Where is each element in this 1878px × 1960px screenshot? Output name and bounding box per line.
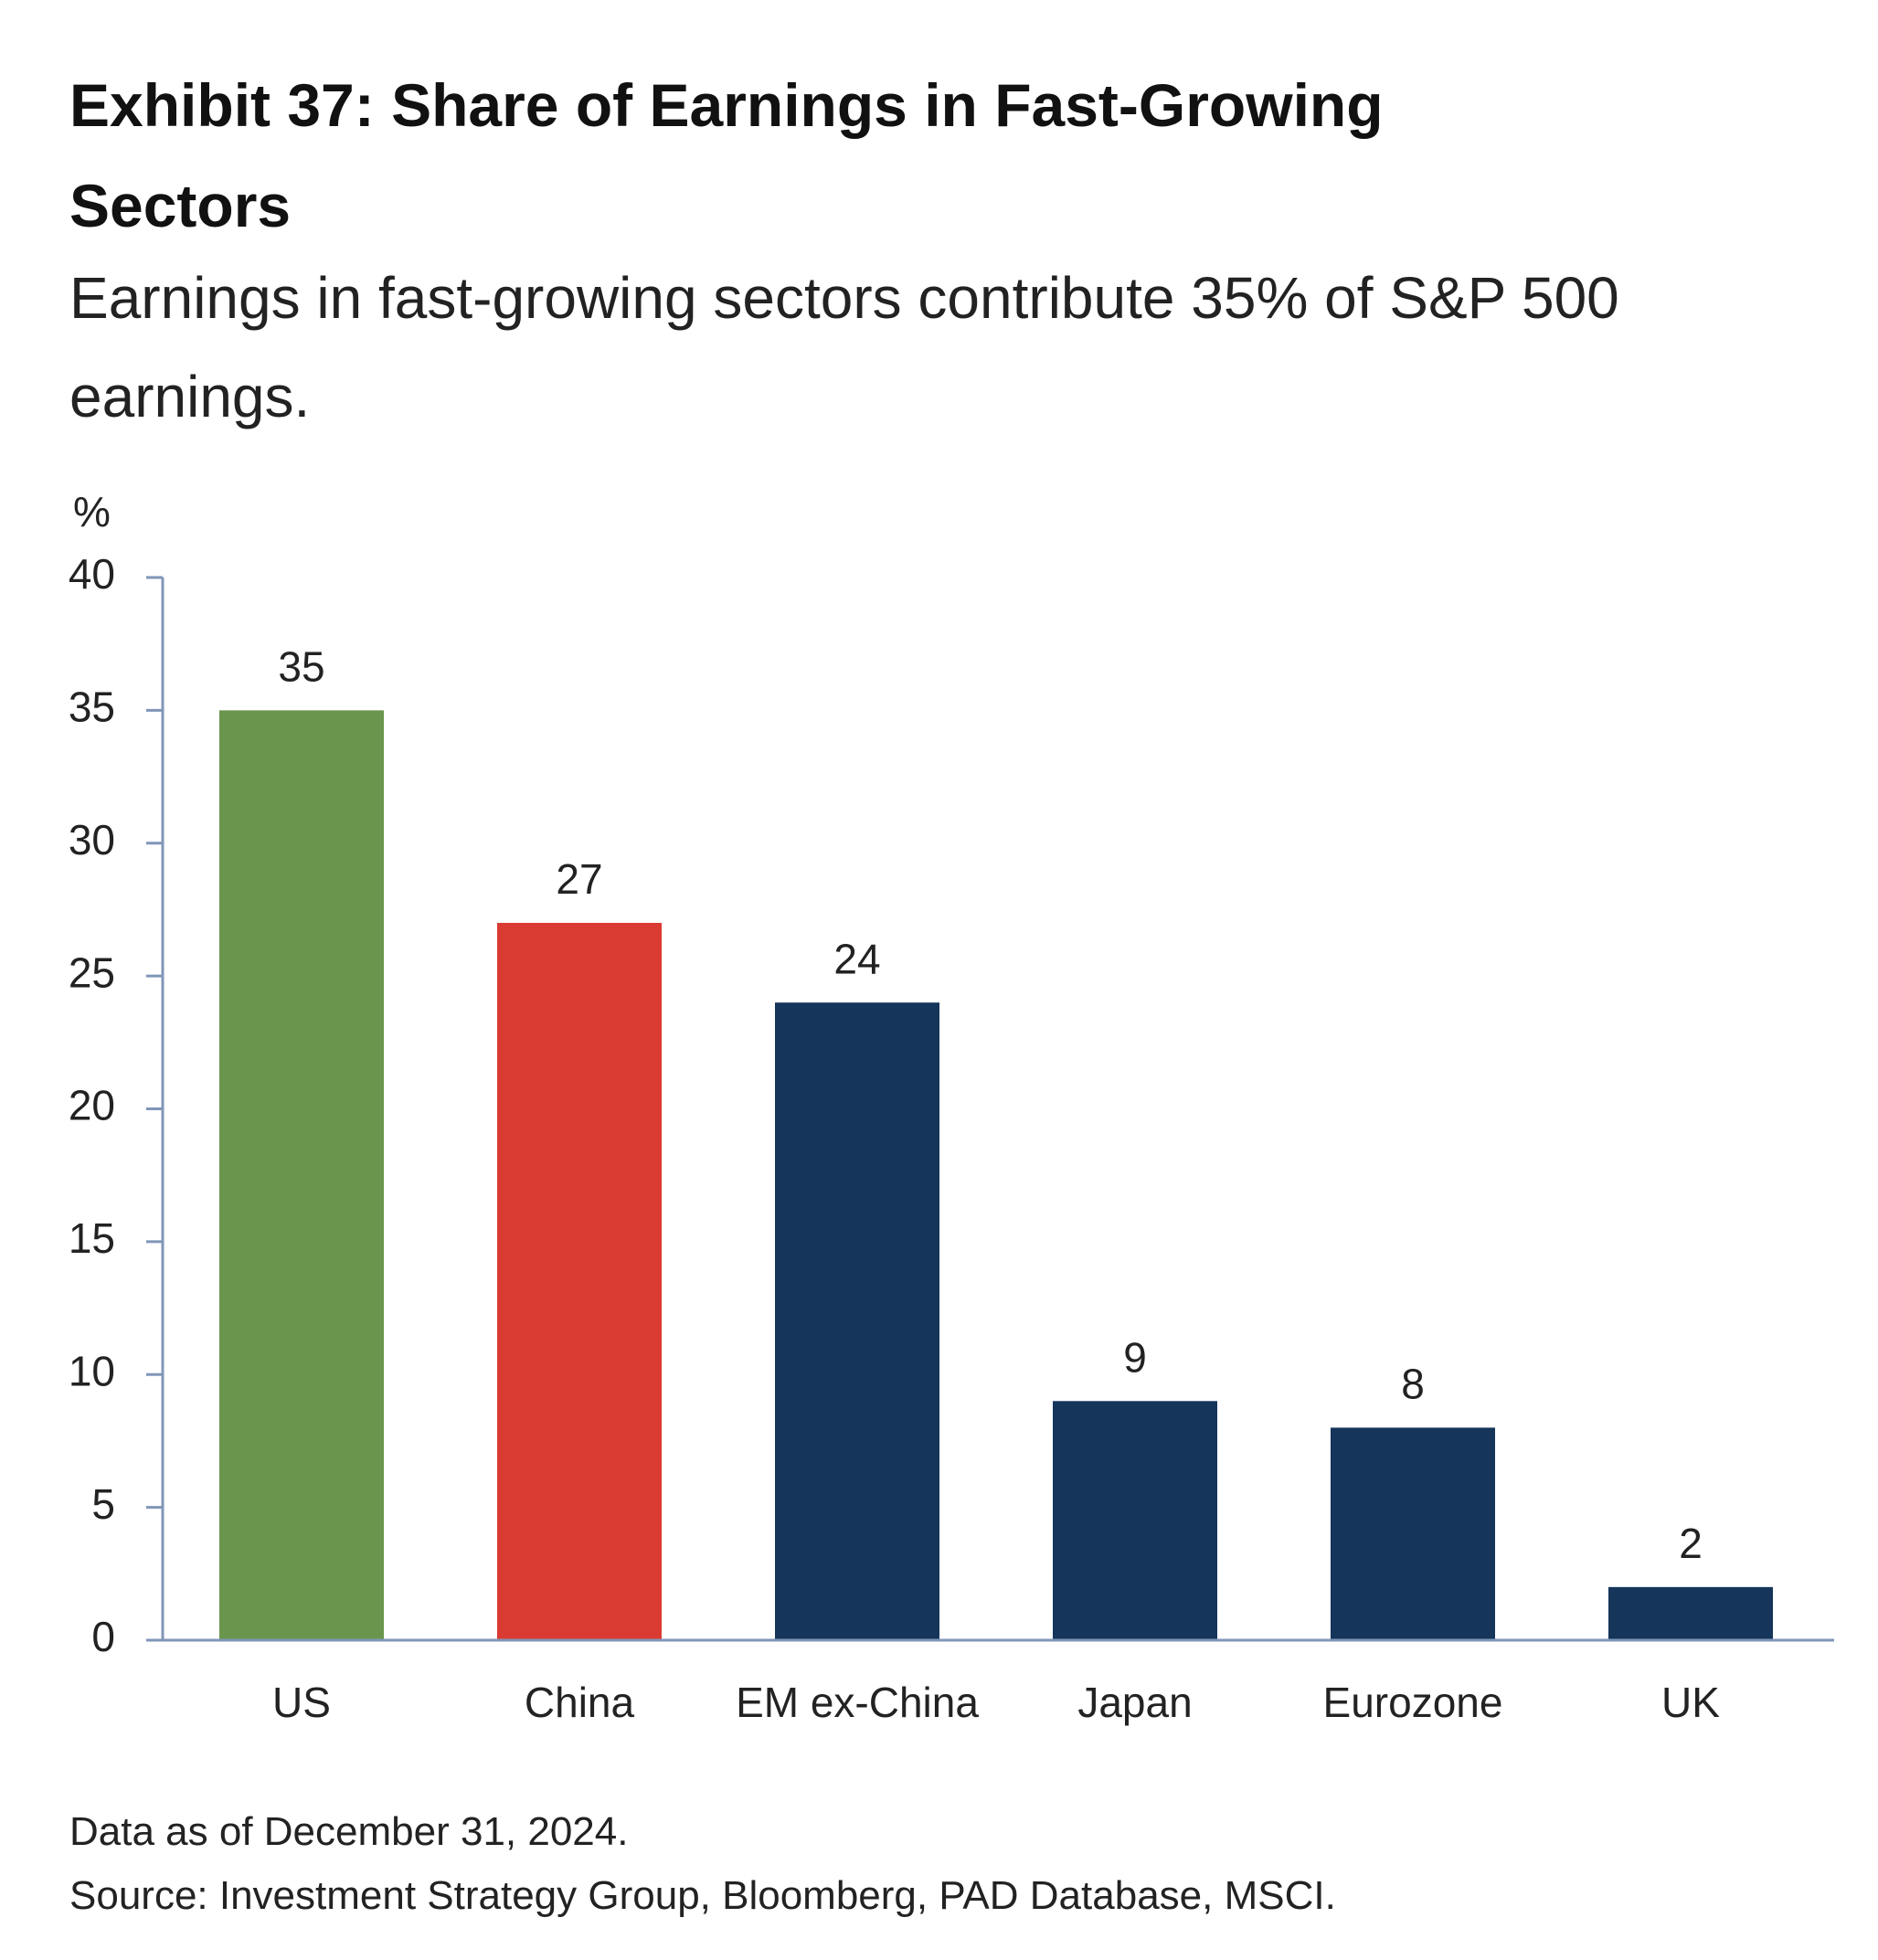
chart: % 0 5 10 15 20 25 30 35 40 35 US 27 China 24 EM ex-Chi… [69, 488, 1834, 1726]
y-axis-label: % [73, 488, 111, 535]
bar [1053, 1401, 1217, 1640]
footnote: Data as of December 31, 2024. [69, 1809, 629, 1854]
bar [775, 1002, 939, 1640]
x-tick-label: Japan [1077, 1679, 1192, 1726]
y-tick-label: 35 [69, 683, 115, 731]
x-tick-label: US [272, 1679, 331, 1726]
y-tick-label: 15 [69, 1214, 115, 1262]
footnote: Source: Investment Strategy Group, Bloom… [69, 1873, 1336, 1918]
y-tick-label: 20 [69, 1082, 115, 1129]
x-tick-label: UK [1661, 1679, 1720, 1726]
y-tick-label: 0 [91, 1613, 115, 1660]
x-tick-label: China [525, 1679, 635, 1726]
data-label: 8 [1401, 1361, 1425, 1408]
y-tick-label: 30 [69, 816, 115, 863]
chart-title: Exhibit 37: Share of Earnings in Fast-Gr… [69, 71, 1384, 239]
data-label: 35 [278, 643, 324, 691]
x-tick-label: EM ex-China [736, 1679, 979, 1726]
y-tick-label: 10 [69, 1347, 115, 1394]
y-tick-label: 5 [91, 1480, 115, 1528]
data-label: 2 [1679, 1520, 1703, 1567]
chart-subtitle: Earnings in fast-growing sectors contrib… [69, 265, 1619, 429]
bar [219, 710, 384, 1640]
bar [1331, 1427, 1495, 1640]
x-tick-label: Eurozone [1323, 1679, 1503, 1726]
bar [1608, 1586, 1773, 1640]
bar [497, 922, 662, 1640]
data-label: 9 [1123, 1333, 1147, 1381]
y-tick-label: 40 [69, 550, 115, 598]
data-label: 24 [833, 935, 880, 982]
data-label: 27 [556, 855, 602, 903]
y-tick-label: 25 [69, 948, 115, 996]
